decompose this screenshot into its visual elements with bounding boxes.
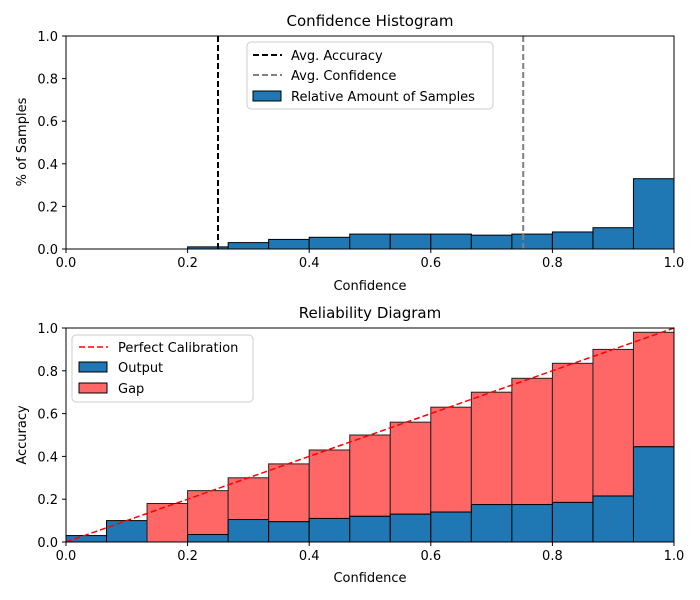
- legend-output-swatch: [78, 361, 108, 373]
- histogram-bar: [632, 178, 675, 250]
- reliability-y-tick-label: 0.2: [37, 493, 58, 508]
- reliability-x-tick-label: 0.2: [177, 549, 198, 564]
- reliability-y-label: Accuracy: [15, 405, 30, 465]
- gap-bar: [511, 377, 553, 506]
- reliability-y-tick-label: 0.6: [37, 408, 58, 423]
- histogram-bar: [349, 233, 391, 250]
- histogram-x-tick-label: 0.8: [542, 256, 563, 271]
- output-bar: [308, 517, 351, 543]
- histogram-y-tick-label: 0.0: [37, 243, 58, 258]
- legend-gap-label: Gap: [118, 382, 144, 397]
- reliability-bars: [65, 331, 675, 543]
- gap-bar: [268, 463, 310, 523]
- gap-bar: [349, 434, 391, 517]
- confidence-histogram-chart: Confidence Histogram 0.0 0.2 0.4 0.6 0.8 1.0 …: [15, 12, 684, 294]
- histogram-bar: [308, 236, 351, 250]
- output-bar: [349, 515, 391, 543]
- reliability-x-tick-label: 0.0: [56, 549, 77, 564]
- reliability-y-tick-label: 0.4: [37, 450, 58, 465]
- histogram-x-tick-label: 1.0: [664, 256, 685, 271]
- legend-avg-accuracy-label: Avg. Accuracy: [291, 49, 383, 64]
- gap-bar: [187, 490, 229, 536]
- reliability-y-ticks: 0.0 0.2 0.4 0.6 0.8 1.0: [37, 322, 66, 551]
- output-bar: [551, 501, 594, 543]
- output-bar: [187, 534, 229, 543]
- gap-bar: [389, 421, 432, 515]
- reliability-x-label: Confidence: [333, 571, 406, 586]
- legend-output-label: Output: [118, 361, 163, 376]
- gap-bar: [430, 406, 472, 513]
- reliability-legend-box: [71, 334, 254, 403]
- histogram-bars: [187, 178, 675, 250]
- legend-avg-confidence-label: Avg. Confidence: [291, 69, 396, 84]
- gap-bar: [308, 449, 351, 519]
- output-bar: [632, 446, 675, 543]
- histogram-x-tick-label: 0.4: [299, 256, 320, 271]
- reliability-x-ticks: 0.0 0.2 0.4 0.6 0.8 1.0: [56, 542, 685, 564]
- histogram-bar: [511, 233, 553, 250]
- histogram-x-tick-label: 0.6: [420, 256, 441, 271]
- reliability-x-tick-label: 1.0: [664, 549, 685, 564]
- histogram-legend-box: [246, 41, 494, 110]
- histogram-y-tick-label: 0.8: [37, 73, 58, 88]
- histogram-bar: [592, 227, 634, 250]
- histogram-bar: [227, 242, 270, 250]
- histogram-y-label: % of Samples: [15, 97, 30, 186]
- reliability-legend: Perfect Calibration Output Gap: [71, 334, 254, 403]
- legend-samples-swatch: [252, 90, 282, 102]
- reliability-y-tick-label: 1.0: [37, 322, 58, 337]
- gap-bar: [551, 362, 594, 503]
- histogram-y-tick-label: 0.2: [37, 200, 58, 215]
- histogram-bar: [551, 231, 594, 250]
- reliability-y-tick-label: 0.0: [37, 536, 58, 551]
- gap-bar: [592, 348, 634, 497]
- histogram-x-tick-label: 0.2: [177, 256, 198, 271]
- histogram-y-tick-label: 0.6: [37, 115, 58, 130]
- histogram-y-ticks: 0.0 0.2 0.4 0.6 0.8 1.0: [37, 30, 66, 258]
- output-bar: [430, 511, 472, 543]
- gap-bar: [632, 331, 675, 448]
- output-bar: [470, 504, 513, 543]
- gap-bar: [146, 502, 189, 543]
- histogram-bar: [430, 233, 472, 250]
- histogram-title: Confidence Histogram: [287, 12, 454, 30]
- legend-samples-label: Relative Amount of Samples: [291, 90, 475, 105]
- reliability-axes-frame: [65, 327, 675, 543]
- output-bar: [268, 521, 310, 543]
- reliability-diagram-chart: Reliability Diagram 0.0 0.2 0.4 0.6 0.8 1.0 0…: [15, 304, 684, 586]
- reliability-x-tick-label: 0.6: [420, 549, 441, 564]
- legend-perfect-label: Perfect Calibration: [118, 341, 238, 356]
- histogram-x-label: Confidence: [333, 279, 406, 294]
- histogram-legend: Avg. Accuracy Avg. Confidence Relative A…: [246, 41, 494, 110]
- histogram-axes-frame: [65, 35, 675, 250]
- gap-bar: [470, 391, 513, 506]
- reliability-x-tick-label: 0.4: [299, 549, 320, 564]
- histogram-bar: [389, 233, 432, 250]
- output-bar: [227, 519, 270, 543]
- reliability-x-tick-label: 0.8: [542, 549, 563, 564]
- output-bar: [592, 495, 634, 543]
- reliability-title: Reliability Diagram: [299, 304, 441, 322]
- gap-bar: [227, 477, 270, 521]
- histogram-bar: [470, 234, 513, 250]
- legend-gap-swatch: [78, 382, 108, 394]
- output-bar: [106, 520, 148, 543]
- output-bar: [65, 535, 108, 543]
- histogram-y-tick-label: 1.0: [37, 30, 58, 45]
- reliability-y-tick-label: 0.8: [37, 365, 58, 380]
- histogram-x-ticks: 0.0 0.2 0.4 0.6 0.8 1.0: [56, 249, 685, 271]
- output-bar: [511, 504, 553, 543]
- histogram-bar: [268, 238, 310, 250]
- histogram-x-tick-label: 0.0: [56, 256, 77, 271]
- output-bar: [389, 513, 432, 543]
- histogram-y-tick-label: 0.4: [37, 158, 58, 173]
